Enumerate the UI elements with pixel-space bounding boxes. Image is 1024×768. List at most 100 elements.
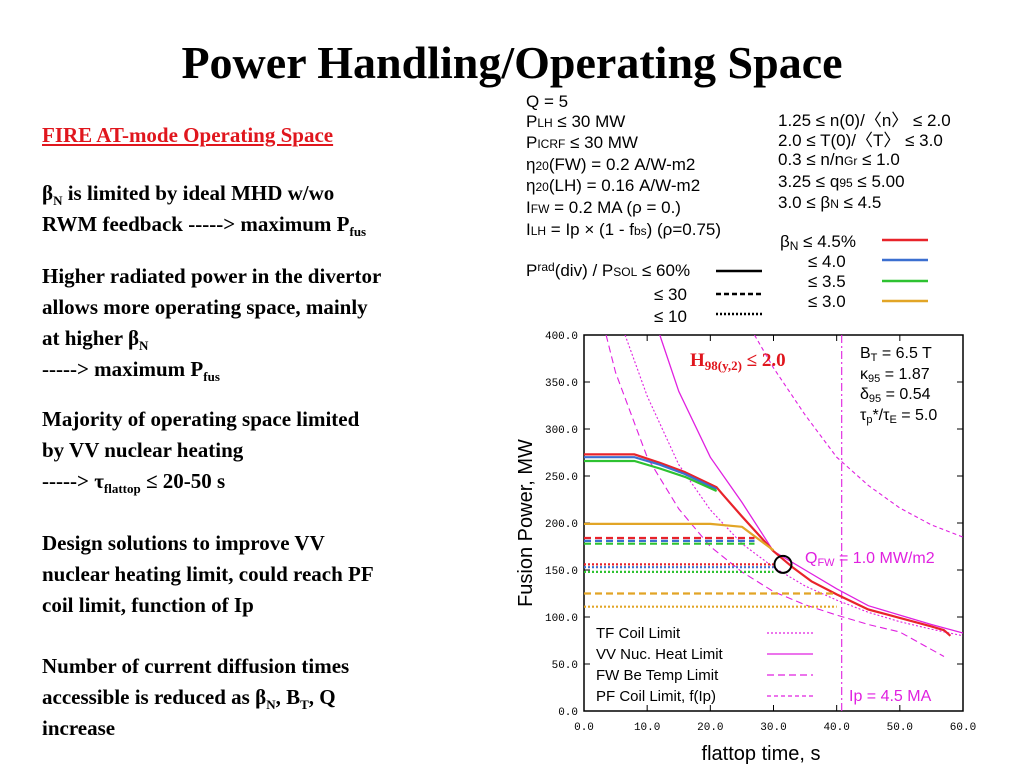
paragraph-vv-heating: Majority of operating space limited by V… bbox=[42, 404, 512, 497]
prad-legend-label-2: ≤ 10 bbox=[654, 307, 687, 326]
p5-line3: increase bbox=[42, 716, 116, 740]
y-tick-label: 200.0 bbox=[545, 519, 578, 531]
limit-curve-2 bbox=[605, 335, 945, 657]
series-lines bbox=[584, 453, 952, 637]
subtitle: FIRE AT-mode Operating Space bbox=[42, 120, 512, 151]
p5-line1: Number of current diffusion times bbox=[42, 654, 350, 678]
limit-curve-0 bbox=[624, 335, 963, 637]
series-line-2 bbox=[584, 459, 718, 493]
tau-symbol: τ bbox=[94, 469, 104, 493]
x-tick-label: 60.0 bbox=[950, 722, 976, 734]
x-tick-label: 20.0 bbox=[697, 722, 723, 734]
y-tick-label: 350.0 bbox=[545, 378, 578, 390]
x-tick-label: 50.0 bbox=[887, 722, 913, 734]
beta-symbol: β bbox=[255, 685, 267, 709]
p2-line4: -----> maximum P bbox=[42, 357, 204, 381]
series-line-1 bbox=[584, 456, 718, 491]
operating-point-marker-group bbox=[773, 554, 793, 574]
x-tick-label: 10.0 bbox=[634, 722, 660, 734]
y-tick-label: 150.0 bbox=[545, 566, 578, 578]
paragraph-design-solutions: Design solutions to improve VV nuclear h… bbox=[42, 528, 512, 621]
param-tau-ratio: τp*/τE = 5.0 bbox=[860, 407, 937, 426]
x-axis-ticks: 0.0 10.0 20.0 30.0 40.0 50.0 60.0 bbox=[574, 335, 976, 734]
param-bt: BT = 6.5 T bbox=[860, 345, 932, 364]
param-n-profile: 1.25 ≤ n(0)/〈n〉 ≤ 2.0 bbox=[778, 111, 951, 130]
y-tick-label: 400.0 bbox=[545, 331, 578, 343]
p3-line2: by VV nuclear heating bbox=[42, 438, 244, 462]
beta-legend-label-2: ≤ 3.5 bbox=[808, 272, 846, 291]
prad-legend-title: Prad(div) / PSOL ≤ 60% bbox=[526, 260, 690, 280]
param-eta-lh: η20(LH) = 0.16 A/W-m2 bbox=[526, 176, 701, 196]
bt-sub: T bbox=[300, 697, 309, 713]
param-plh: PLH ≤ 30 MW bbox=[526, 111, 626, 131]
y-tick-label: 300.0 bbox=[545, 425, 578, 437]
beta-legend-label-1: ≤ 4.0 bbox=[808, 252, 846, 271]
y-tick-label: 250.0 bbox=[545, 472, 578, 484]
params-right: 1.25 ≤ n(0)/〈n〉 ≤ 2.0 2.0 ≤ T(0)/〈T〉 ≤ 3… bbox=[778, 111, 951, 215]
param-q: Q = 5 bbox=[526, 92, 569, 111]
param-eta-fw: η20(FW) = 0.2 A/W-m2 bbox=[526, 154, 696, 174]
param-t-profile: 2.0 ≤ T(0)/〈T〉 ≤ 3.0 bbox=[778, 130, 943, 150]
paragraph-radiated-power: Higher radiated power in the divertor al… bbox=[42, 261, 512, 385]
p3-line3b: ≤ 20-50 s bbox=[140, 469, 226, 493]
paragraph-diffusion-times: Number of current diffusion times access… bbox=[42, 651, 512, 744]
limit-legend: TF Coil Limit VV Nuc. Heat Limit FW Be T… bbox=[596, 625, 813, 705]
p2-sub: fus bbox=[203, 369, 220, 385]
operating-point-marker bbox=[773, 554, 793, 574]
limit-curves bbox=[605, 335, 963, 711]
limit-legend-label-1: TF Coil Limit bbox=[596, 625, 681, 642]
beta-sub: N bbox=[53, 193, 63, 209]
param-ifw: IFW = 0.2 MA (ρ = 0.) bbox=[526, 197, 681, 217]
prad-legend-label-1: ≤ 30 bbox=[654, 285, 687, 304]
paragraph-beta-limit: βN is limited by ideal MHD w/wo RWM feed… bbox=[42, 178, 512, 240]
param-greenwald: 0.3 ≤ n/nGr ≤ 1.0 bbox=[778, 150, 900, 170]
p5-line2a: accessible is reduced as bbox=[42, 685, 256, 709]
param-kappa: κ95 = 1.87 bbox=[860, 366, 930, 385]
series-line-3 bbox=[584, 522, 775, 552]
p1-text1: is limited by ideal MHD w/wo bbox=[62, 181, 335, 205]
param-q95: 3.25 ≤ q95 ≤ 5.00 bbox=[778, 171, 905, 191]
p5-line2b: , B bbox=[275, 685, 301, 709]
beta-legend-label-3: ≤ 3.0 bbox=[808, 292, 846, 311]
y-axis-label: Fusion Power, MW bbox=[515, 439, 537, 607]
limit-legend-label-3: FW Be Temp Limit bbox=[596, 667, 719, 684]
beta-sub: N bbox=[139, 338, 149, 354]
x-tick-label: 40.0 bbox=[823, 722, 849, 734]
p4-line1: Design solutions to improve VV bbox=[42, 531, 325, 555]
beta-legend-title: βN ≤ 4.5% bbox=[780, 232, 856, 253]
limit-curve-1 bbox=[659, 335, 963, 634]
machine-params: BT = 6.5 T κ95 = 1.87 δ95 = 0.54 τp*/τE … bbox=[860, 345, 937, 426]
p4-line3: coil limit, function of Ip bbox=[42, 593, 254, 617]
p2-line3: at higher bbox=[42, 326, 128, 350]
p3-line3a: -----> bbox=[42, 469, 95, 493]
limit-legend-label-4: PF Coil Limit, f(Ip) bbox=[596, 688, 716, 705]
y-tick-label: 100.0 bbox=[545, 613, 578, 625]
x-tick-label: 0.0 bbox=[574, 722, 594, 734]
beta-sub: N bbox=[266, 697, 276, 713]
p4-line2: nuclear heating limit, could reach PF bbox=[42, 562, 374, 586]
y-tick-label: 50.0 bbox=[552, 660, 578, 672]
p3-line1: Majority of operating space limited bbox=[42, 407, 360, 431]
p5-line2c: , Q bbox=[308, 685, 336, 709]
subtitle-link[interactable]: FIRE AT-mode Operating Space bbox=[42, 123, 334, 147]
x-axis-label: flattop time, s bbox=[702, 743, 821, 765]
y-axis-ticks: 0.0 50.0 100.0 150.0 200.0 250.0 300.0 350.0 400… bbox=[545, 331, 963, 719]
param-ilh: ILH = Ip × (1 - fbs) (ρ=0.75) bbox=[526, 219, 722, 239]
slide-title: Power Handling/Operating Space bbox=[181, 37, 843, 88]
beta-symbol: β bbox=[127, 326, 140, 350]
beta-symbol: β bbox=[42, 181, 54, 205]
qfw-label: QFW = 1.0 MW/m2 bbox=[805, 550, 935, 569]
series-line-0 bbox=[584, 453, 952, 637]
p2-line2: allows more operating space, mainly bbox=[42, 295, 368, 319]
p1-text2: RWM feedback -----> maximum P bbox=[42, 212, 350, 236]
tau-sub: flattop bbox=[103, 481, 141, 497]
ip-label: Ip = 4.5 MA bbox=[849, 688, 932, 705]
h98-annotation: H98(y,2) ≤ 2.0 bbox=[690, 350, 786, 373]
y-tick-label: 0.0 bbox=[558, 707, 578, 719]
limit-legend-label-2: VV Nuc. Heat Limit bbox=[596, 646, 724, 663]
param-beta-n: 3.0 ≤ βN ≤ 4.5 bbox=[778, 193, 882, 213]
param-picrf: PICRF ≤ 30 MW bbox=[526, 133, 638, 153]
beta-legend-swatches bbox=[882, 238, 928, 303]
params-left: Q = 5 PLH ≤ 30 MW PICRF ≤ 30 MW η20(FW) … bbox=[526, 92, 721, 241]
